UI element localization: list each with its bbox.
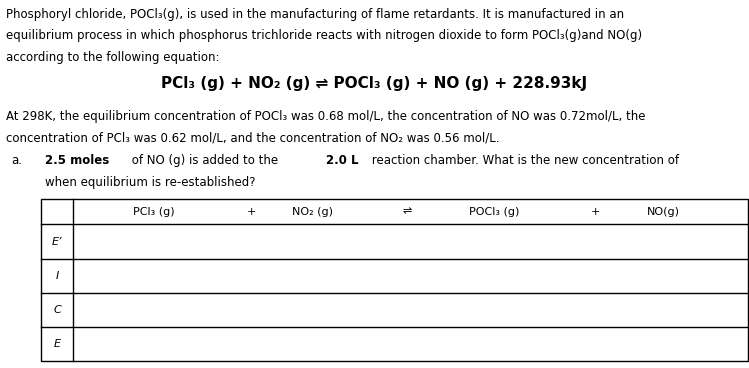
Text: NO(g): NO(g) bbox=[646, 206, 679, 217]
Text: +: + bbox=[247, 206, 256, 217]
Text: 2.0 L: 2.0 L bbox=[327, 154, 359, 167]
Text: PCl₃ (g): PCl₃ (g) bbox=[133, 206, 175, 217]
Text: equilibrium process in which phosphorus trichloride reacts with nitrogen dioxide: equilibrium process in which phosphorus … bbox=[6, 29, 642, 42]
Text: Phosphoryl chloride, POCl₃(g), is used in the manufacturing of flame retardants.: Phosphoryl chloride, POCl₃(g), is used i… bbox=[6, 8, 624, 21]
Text: ⇌: ⇌ bbox=[402, 206, 411, 217]
Text: NO₂ (g): NO₂ (g) bbox=[291, 206, 333, 217]
Text: when equilibrium is re-established?: when equilibrium is re-established? bbox=[45, 176, 255, 188]
Text: I: I bbox=[55, 271, 58, 281]
Bar bbox=[41, 199, 748, 361]
Text: +: + bbox=[591, 206, 601, 217]
Text: PCl₃ (g) + NO₂ (g) ⇌ POCl₃ (g) + NO (g) + 228.93kJ: PCl₃ (g) + NO₂ (g) ⇌ POCl₃ (g) + NO (g) … bbox=[162, 76, 587, 91]
Text: C: C bbox=[53, 305, 61, 315]
Text: At 298K, the equilibrium concentration of POCl₃ was 0.68 mol/L, the concentratio: At 298K, the equilibrium concentration o… bbox=[6, 110, 646, 123]
Text: reaction chamber. What is the new concentration of: reaction chamber. What is the new concen… bbox=[369, 154, 683, 167]
Text: E: E bbox=[53, 339, 61, 349]
Text: according to the following equation:: according to the following equation: bbox=[6, 51, 219, 64]
Text: E’: E’ bbox=[52, 237, 62, 247]
Text: concentration of PCl₃ was 0.62 mol/L, and the concentration of NO₂ was 0.56 mol/: concentration of PCl₃ was 0.62 mol/L, an… bbox=[6, 131, 500, 144]
Text: a.: a. bbox=[11, 154, 22, 167]
Text: 2.5 moles: 2.5 moles bbox=[45, 154, 109, 167]
Text: POCl₃ (g): POCl₃ (g) bbox=[469, 206, 520, 217]
Text: of NO (g) is added to the: of NO (g) is added to the bbox=[128, 154, 282, 167]
